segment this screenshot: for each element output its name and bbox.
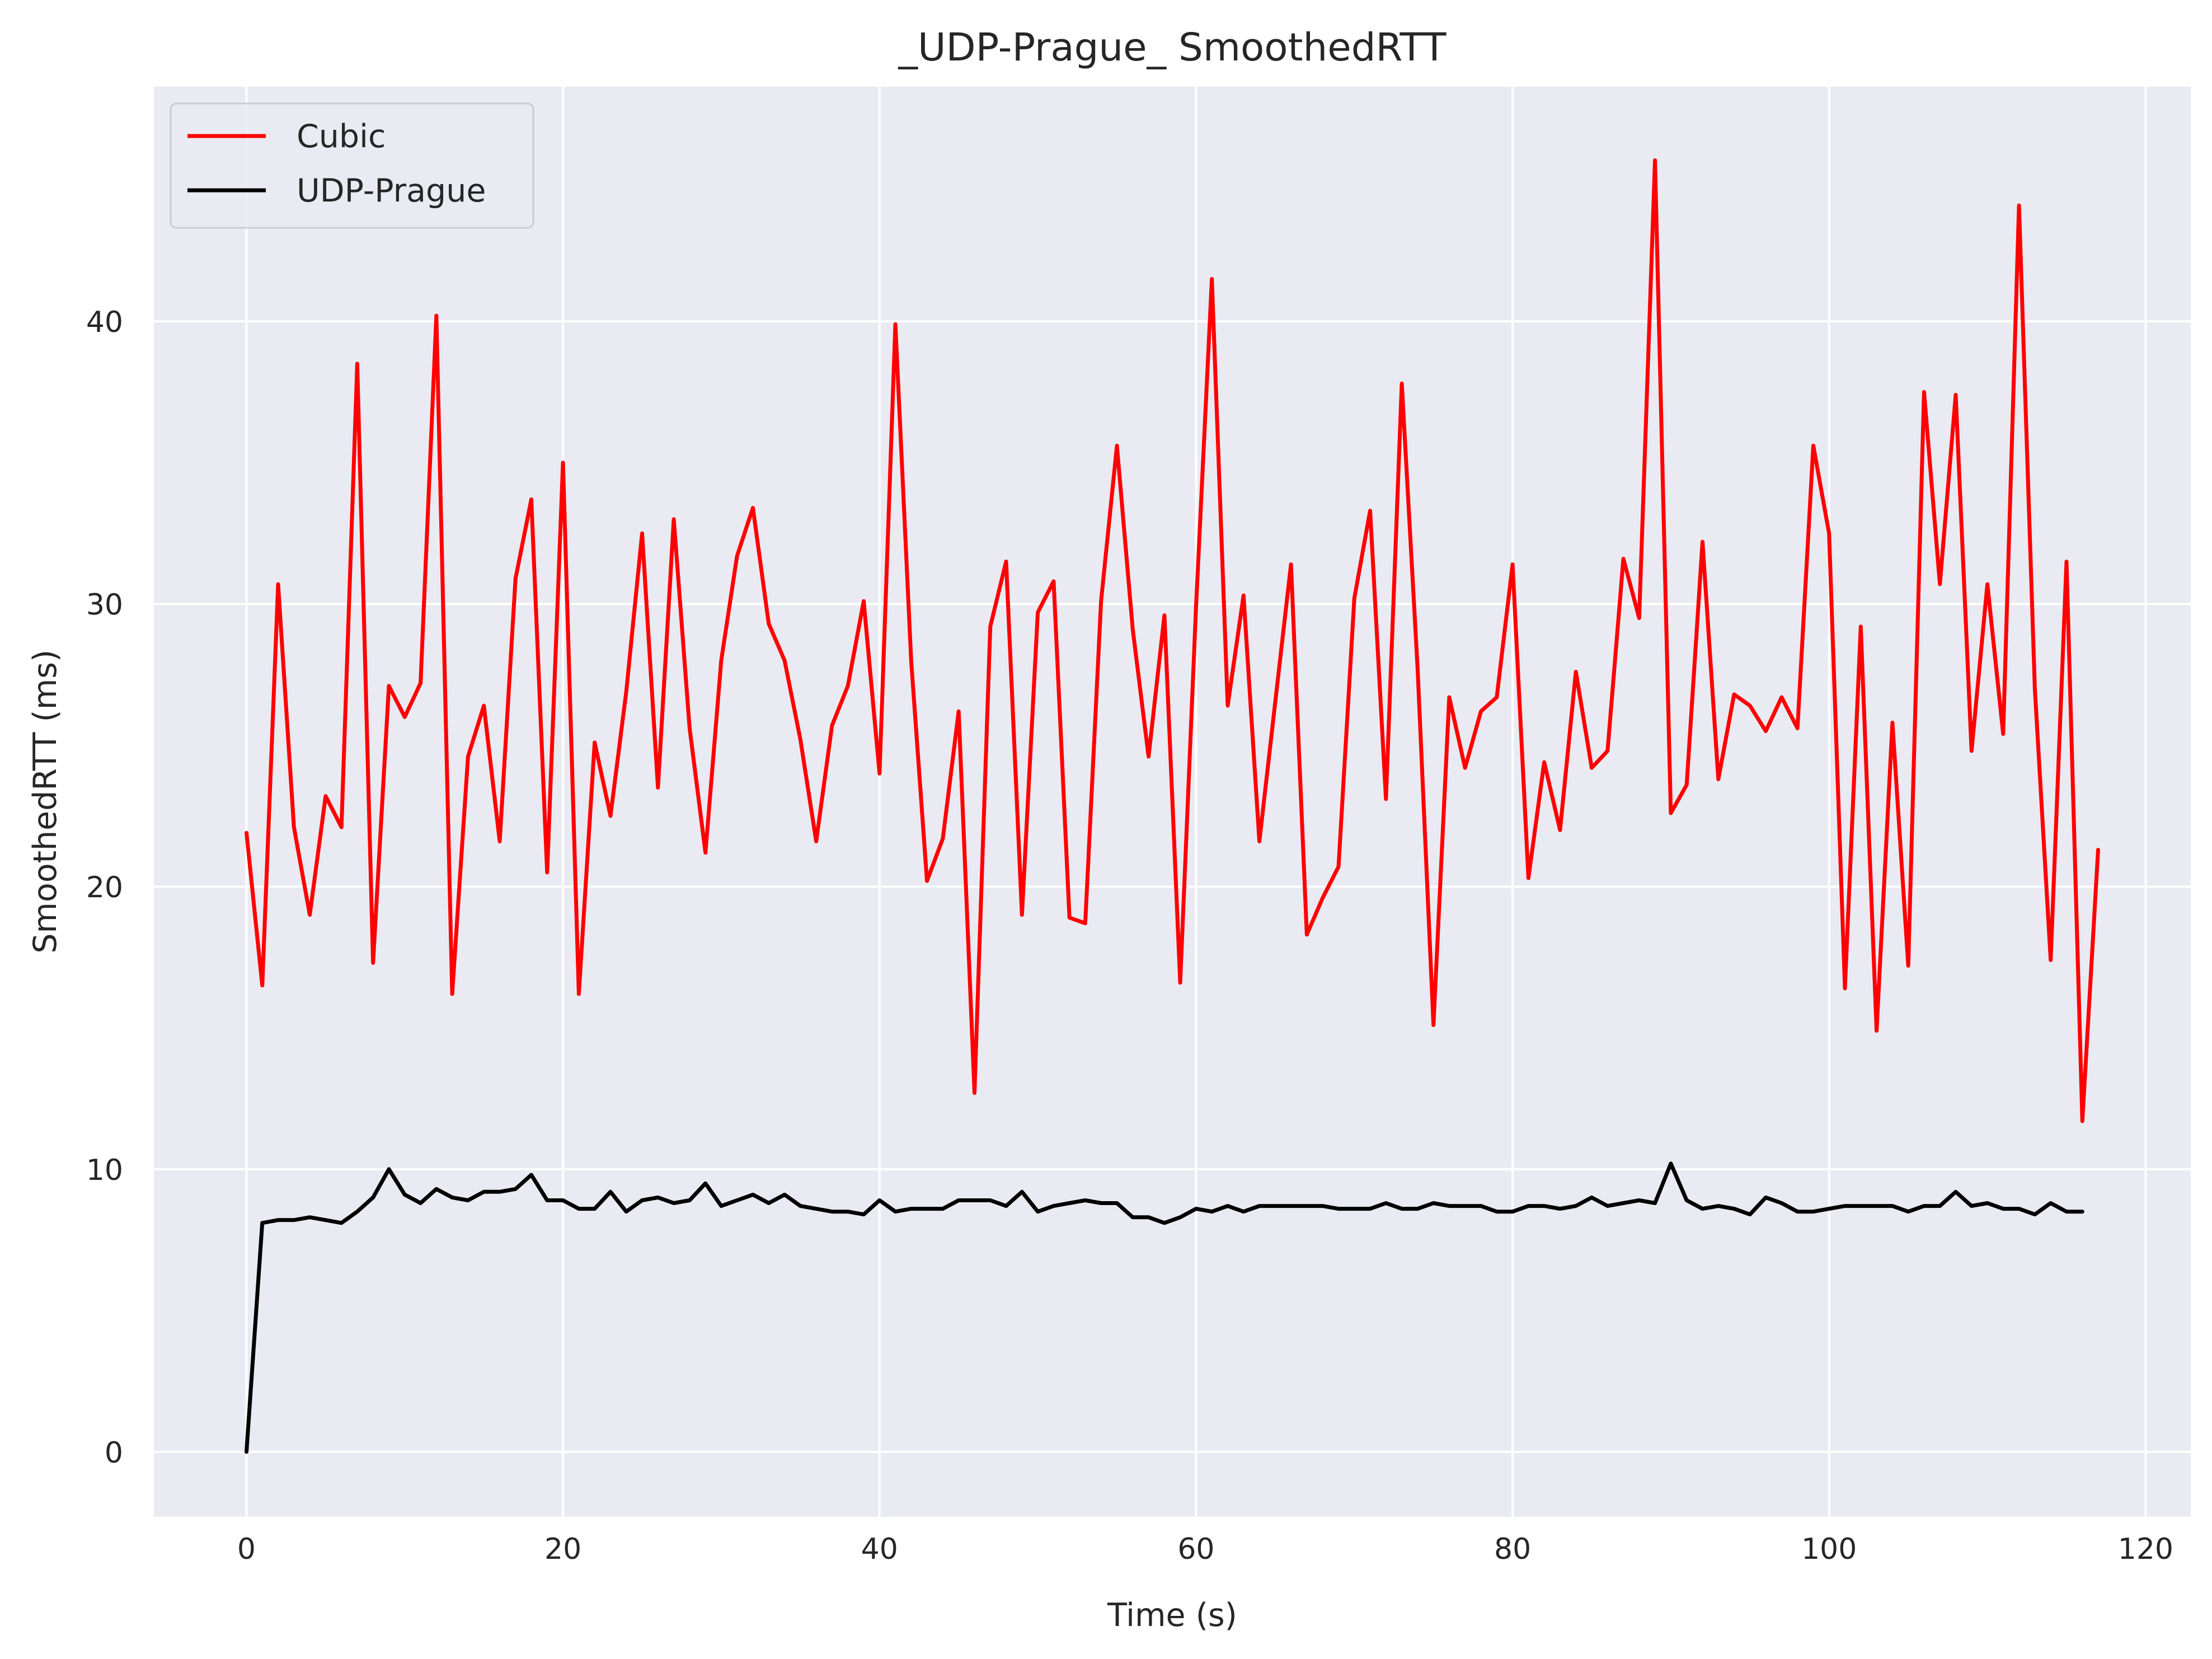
legend-label-cubic: Cubic <box>297 118 386 155</box>
series-line-cubic <box>245 158 2100 1123</box>
y-axis-label: SmoothedRTT (ms) <box>27 649 64 953</box>
y-tick-label: 40 <box>86 306 123 339</box>
x-tick-label: 100 <box>1801 1533 1857 1566</box>
y-tick-label: 10 <box>86 1154 123 1187</box>
x-tick-label: 60 <box>1177 1533 1214 1566</box>
tick-labels: 0 20 40 60 80 100 120 0 10 20 30 40 <box>86 306 2173 1566</box>
x-tick-label: 0 <box>237 1533 256 1566</box>
x-tick-label: 40 <box>861 1533 898 1566</box>
grid <box>154 87 2191 1517</box>
legend: Cubic UDP-Prague <box>170 102 534 229</box>
y-tick-label: 20 <box>86 871 123 905</box>
series-line-udp-prague <box>245 1161 2084 1454</box>
y-tick-label: 30 <box>86 588 123 622</box>
x-tick-label: 80 <box>1494 1533 1531 1566</box>
legend-label-udp-prague: UDP-Prague <box>297 172 486 209</box>
x-axis-label: Time (s) <box>1107 1597 1237 1634</box>
x-tick-label: 120 <box>2118 1533 2173 1566</box>
y-tick-label: 0 <box>105 1436 123 1470</box>
x-tick-label: 20 <box>544 1533 581 1566</box>
series-layer <box>245 158 2100 1454</box>
chart-title: _UDP-Prague_ SmoothedRTT <box>898 25 1447 70</box>
